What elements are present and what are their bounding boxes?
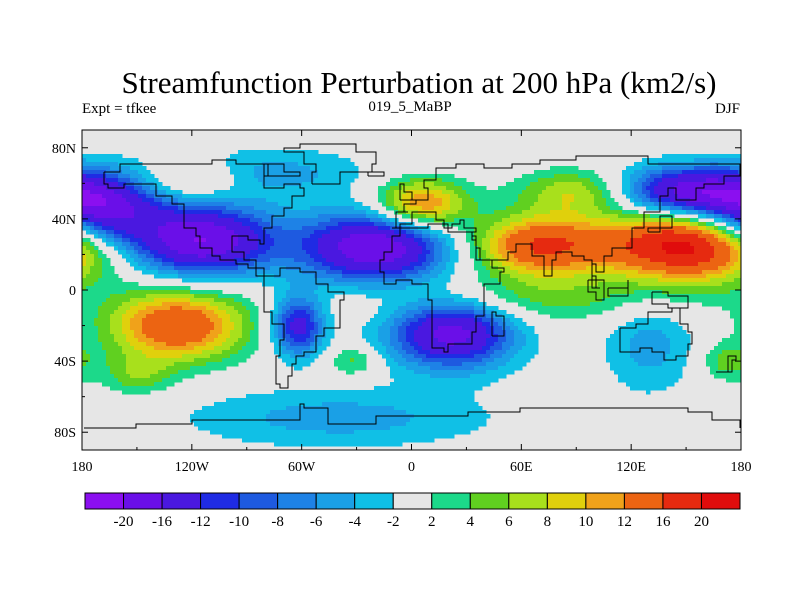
colorbar-swatch xyxy=(431,492,471,510)
coastline-7 xyxy=(491,311,505,337)
contour-field xyxy=(82,130,741,450)
coastline-8 xyxy=(399,183,416,201)
colorbar-swatch xyxy=(546,492,587,510)
coastline-11 xyxy=(587,279,605,301)
coastline-3 xyxy=(392,155,741,289)
colorbar-swatch xyxy=(508,492,548,510)
coastline-1 xyxy=(263,267,345,389)
coastline-4 xyxy=(379,223,505,353)
colorbar-swatch xyxy=(238,492,279,510)
colorbar-label: 8 xyxy=(544,514,552,530)
colorbar-swatch xyxy=(469,492,510,510)
axes: 180 120W 60W 0 60E 120E 180 80N 40N 0 40S 80S xyxy=(52,130,752,475)
x-tick-label: 120E xyxy=(616,460,646,475)
x-tick-label: 180 xyxy=(72,460,93,475)
coastline-5 xyxy=(619,307,693,361)
x-tick-label: 180 xyxy=(731,460,752,475)
colorbar-label: 10 xyxy=(578,514,593,530)
colorbar: -20 -16 -12 -10 -8 -6 -4 -2 2 4 6 8 10 12 16 20 xyxy=(84,492,741,530)
colorbar-swatch xyxy=(623,492,664,510)
colorbar-swatch xyxy=(123,492,163,510)
colorbar-label: -4 xyxy=(348,514,361,530)
coastline-15 xyxy=(260,163,301,177)
y-tick-label: 40N xyxy=(52,213,76,228)
colorbar-label: 12 xyxy=(617,514,632,530)
colorbar-swatch xyxy=(200,492,240,510)
coastline-14 xyxy=(367,171,385,177)
coastline-12 xyxy=(651,291,689,309)
y-tick-label: 80S xyxy=(54,426,76,441)
colorbar-label: 16 xyxy=(655,514,671,530)
x-tick-label: 60W xyxy=(288,460,316,475)
coastline-10 xyxy=(607,280,629,297)
colorbar-swatch xyxy=(392,492,433,510)
coastline-overlay xyxy=(84,143,741,429)
colorbar-label: -8 xyxy=(271,514,284,530)
colorbar-label: -16 xyxy=(152,514,172,530)
season-label: DJF xyxy=(715,101,740,117)
colorbar-swatch xyxy=(315,492,356,510)
colorbar-swatch xyxy=(354,492,394,510)
chart-title: Streamfunction Perturbation at 200 hPa (… xyxy=(122,65,717,100)
colorbar-label: -10 xyxy=(229,514,249,530)
coastline-2 xyxy=(283,143,377,185)
colorbar-label: -12 xyxy=(191,514,211,530)
colorbar-label: 20 xyxy=(694,514,709,530)
colorbar-label: 4 xyxy=(467,514,475,530)
x-tick-label: 120W xyxy=(175,460,210,475)
colorbar-label: -2 xyxy=(387,514,400,530)
coastline-9 xyxy=(647,215,673,233)
experiment-label: Expt = tfkee xyxy=(82,101,157,117)
colorbar-swatch xyxy=(277,492,317,510)
y-tick-label: 0 xyxy=(69,284,76,299)
colorbar-swatch xyxy=(84,492,125,510)
coastline-6 xyxy=(84,403,741,429)
colorbar-swatch xyxy=(700,492,741,510)
colorbar-label: 2 xyxy=(428,514,436,530)
colorbar-swatch xyxy=(585,492,625,510)
x-tick-label: 0 xyxy=(408,460,415,475)
colorbar-label: -20 xyxy=(114,514,134,530)
y-tick-label: 80N xyxy=(52,142,76,157)
colorbar-swatch xyxy=(161,492,202,510)
colorbar-label: 6 xyxy=(505,514,513,530)
y-tick-label: 40S xyxy=(54,355,76,370)
period-label: 019_5_MaBP xyxy=(368,99,451,115)
coastline-13 xyxy=(716,355,737,373)
colorbar-swatch xyxy=(662,492,702,510)
x-tick-label: 60E xyxy=(510,460,533,475)
colorbar-label: -6 xyxy=(310,514,323,530)
